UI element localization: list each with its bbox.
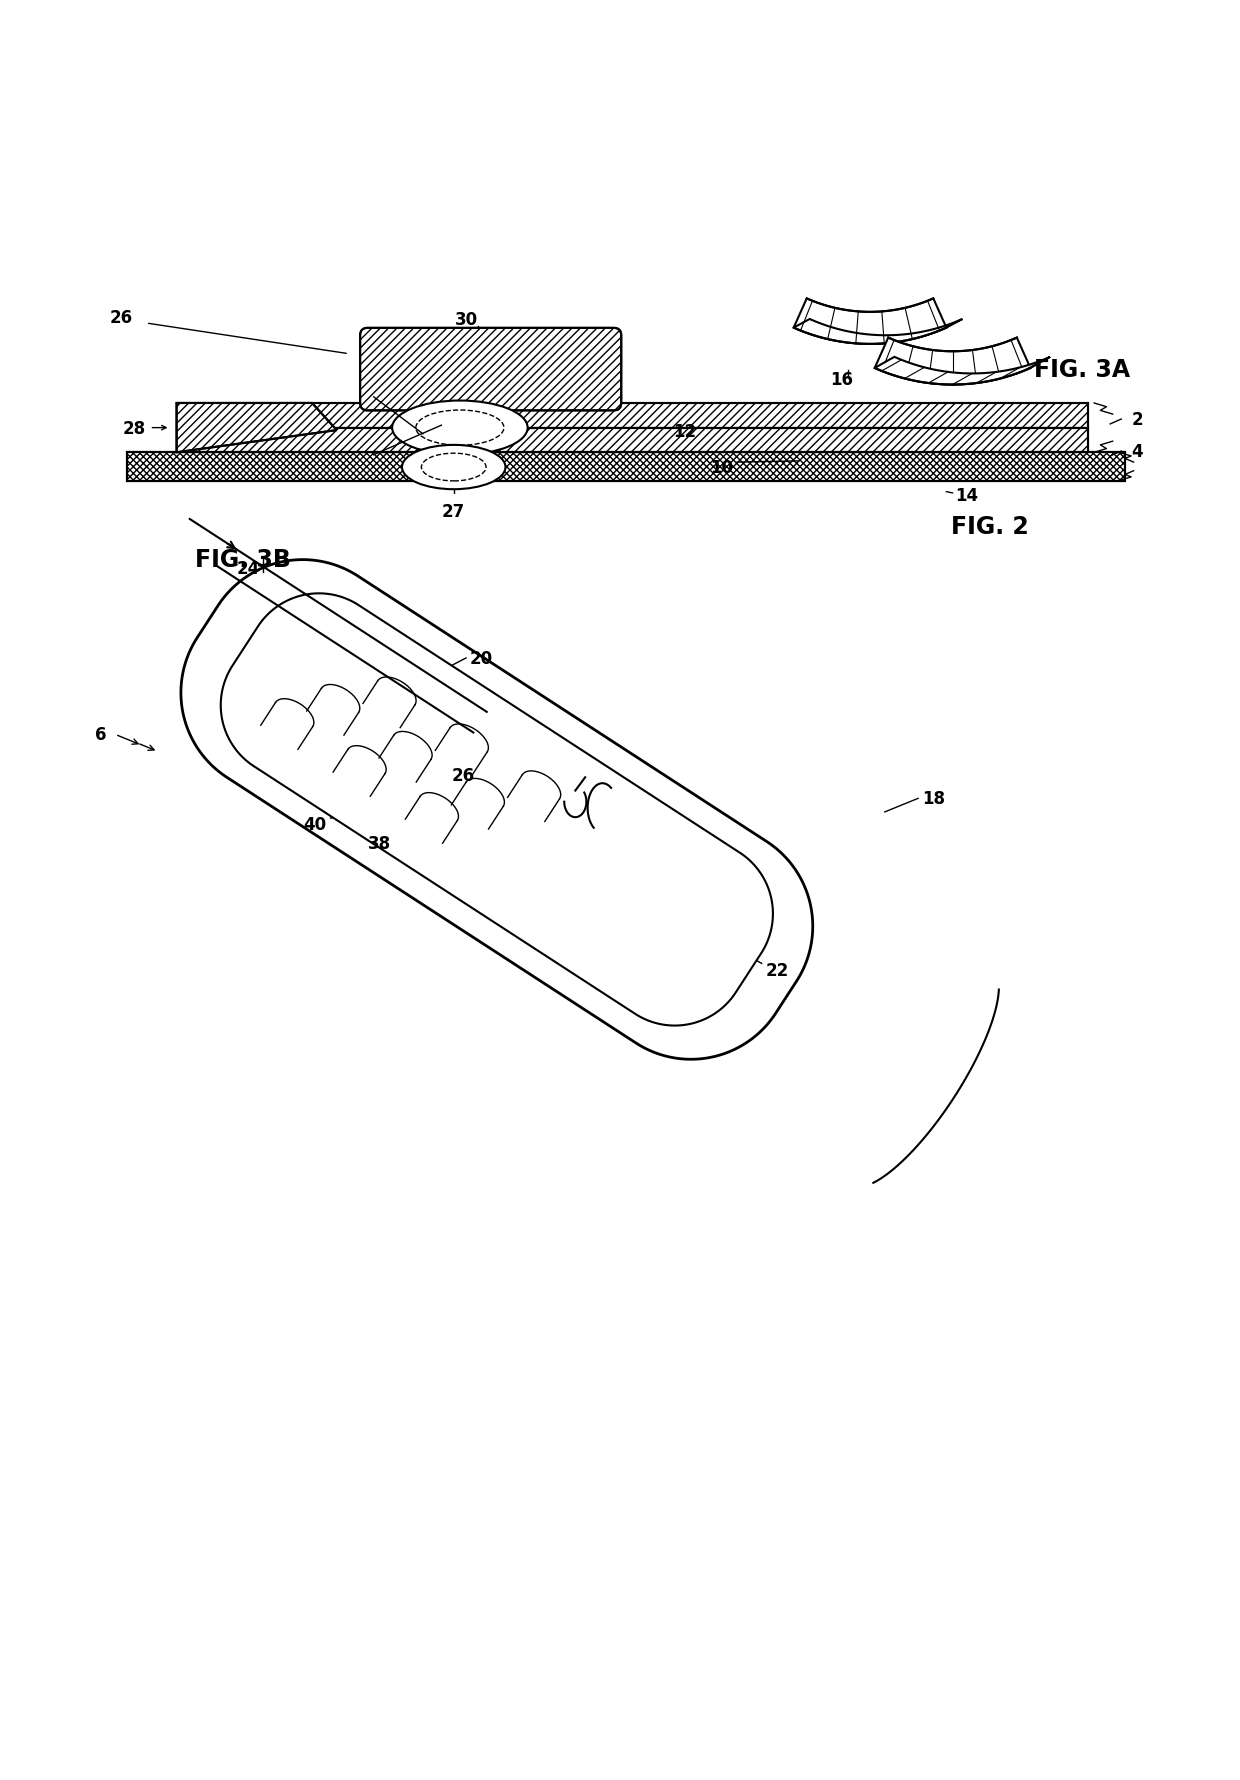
Text: 20: 20 bbox=[470, 650, 492, 668]
FancyBboxPatch shape bbox=[360, 329, 621, 411]
Text: 2: 2 bbox=[1131, 411, 1143, 429]
Bar bbox=[176, 429, 1087, 452]
Text: 22: 22 bbox=[765, 961, 789, 979]
Text: 30: 30 bbox=[455, 312, 477, 329]
Polygon shape bbox=[176, 404, 337, 452]
Polygon shape bbox=[794, 320, 962, 345]
Text: 26: 26 bbox=[109, 308, 133, 326]
Bar bbox=[128, 452, 1125, 481]
Polygon shape bbox=[874, 358, 1050, 384]
Text: 28: 28 bbox=[123, 420, 146, 438]
Bar bbox=[176, 429, 1087, 452]
Text: 40: 40 bbox=[304, 815, 327, 833]
Text: FIG. 3B: FIG. 3B bbox=[195, 548, 291, 571]
Text: 27: 27 bbox=[443, 502, 465, 520]
Polygon shape bbox=[221, 595, 773, 1025]
Text: 14: 14 bbox=[955, 488, 978, 506]
Bar bbox=[176, 404, 1087, 429]
Text: 10: 10 bbox=[711, 459, 733, 477]
Text: 4: 4 bbox=[1131, 443, 1143, 461]
Polygon shape bbox=[874, 338, 1030, 384]
Text: 12: 12 bbox=[673, 424, 697, 441]
Bar bbox=[128, 452, 1125, 481]
Text: 18: 18 bbox=[921, 790, 945, 808]
Text: 38: 38 bbox=[368, 835, 392, 853]
Bar bbox=[176, 404, 1087, 429]
Ellipse shape bbox=[392, 400, 528, 456]
Text: 24: 24 bbox=[237, 561, 259, 579]
Polygon shape bbox=[181, 561, 812, 1059]
Polygon shape bbox=[794, 299, 946, 345]
Text: FIG. 2: FIG. 2 bbox=[951, 514, 1028, 539]
Text: FIG. 3A: FIG. 3A bbox=[1034, 358, 1130, 383]
Ellipse shape bbox=[402, 445, 506, 490]
Text: 6: 6 bbox=[95, 726, 107, 744]
Text: 16: 16 bbox=[831, 370, 853, 388]
Text: 26: 26 bbox=[453, 767, 475, 785]
